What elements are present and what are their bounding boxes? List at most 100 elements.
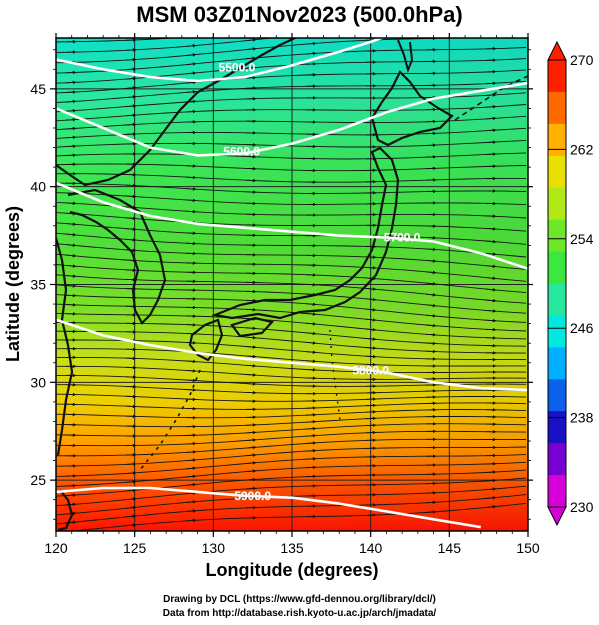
wind-arrow — [125, 514, 137, 519]
wind-arrow — [485, 470, 497, 474]
wind-arrow — [125, 194, 137, 199]
wind-arrow — [245, 75, 257, 80]
wind-arrow — [185, 378, 197, 383]
wind-arrow — [485, 487, 497, 491]
wind-arrow — [185, 175, 197, 180]
wind-arrow — [125, 488, 137, 493]
colorbar-tick-label: 270 — [570, 52, 594, 68]
colorbar-swatch — [548, 347, 566, 380]
wind-arrow — [125, 183, 137, 188]
coastline-shikoku — [230, 316, 275, 338]
wind-arrow — [65, 108, 77, 113]
streamline — [56, 423, 527, 437]
streamline — [56, 384, 527, 395]
coastline-hokkaido — [370, 70, 454, 147]
contour-label-5500: 5500.0 — [219, 60, 256, 74]
wind-arrow — [485, 252, 497, 256]
wind-arrow — [485, 227, 497, 231]
wind-arrow — [185, 187, 197, 191]
streamline — [56, 243, 527, 270]
wind-arrow — [305, 359, 317, 363]
wind-arrow — [306, 34, 316, 35]
wind-arrow — [125, 462, 137, 466]
wind-arrow — [65, 274, 77, 278]
wind-arrow — [185, 388, 197, 392]
wind-arrow — [485, 239, 497, 244]
wind-arrow — [65, 117, 77, 122]
contour-line-5500 — [56, 38, 385, 83]
streamline — [56, 264, 527, 294]
wind-arrow — [185, 482, 197, 487]
wind-arrow — [485, 128, 497, 133]
colorbar-ticks: 270 262 254 246 238 230 — [548, 52, 594, 515]
wind-arrow — [65, 284, 77, 288]
wind-arrow — [245, 335, 257, 340]
wind-arrow — [485, 478, 497, 483]
colorbar-swatch — [548, 91, 566, 125]
y-tick-label: 25 — [30, 472, 46, 488]
wind-arrow — [185, 458, 197, 462]
wind-arrow — [65, 502, 77, 507]
wind-arrow — [185, 359, 197, 364]
y-tick-label: 45 — [30, 81, 46, 97]
wind-arrow — [425, 341, 437, 346]
wind-arrow — [65, 99, 77, 104]
wind-arrow — [365, 337, 377, 341]
wind-arrow — [305, 282, 317, 287]
wind-arrow — [185, 62, 197, 66]
wind-arrow — [485, 287, 497, 292]
wind-arrow — [305, 441, 317, 445]
wind-arrow — [65, 222, 77, 226]
coastline-sakhalin — [397, 39, 414, 74]
contour-line-5600 — [56, 81, 528, 157]
wind-arrow — [305, 426, 317, 431]
streamline — [56, 356, 527, 374]
wind-arrow — [125, 479, 137, 484]
coastline-kyushu — [188, 318, 224, 362]
wind-streamlines — [56, 34, 527, 531]
wind-arrow — [365, 318, 377, 322]
wind-arrow — [425, 270, 437, 275]
wind-arrow — [65, 232, 77, 237]
colorbar-tick-label: 230 — [570, 499, 594, 515]
wind-arrow — [185, 509, 197, 513]
wind-arrow — [485, 309, 497, 313]
wind-arrow — [65, 135, 77, 140]
wind-arrow — [125, 227, 137, 231]
streamline — [56, 409, 527, 419]
wind-arrow — [425, 247, 437, 252]
colorbar-tick-label: 238 — [570, 410, 594, 426]
wind-arrow — [485, 81, 497, 86]
wind-arrow — [125, 76, 137, 81]
wind-arrow — [305, 41, 317, 46]
wind-arrow — [185, 491, 197, 495]
wind-arrow — [485, 140, 497, 144]
wind-arrow — [365, 346, 377, 350]
contour-label-5700: 5700.0 — [384, 231, 421, 245]
colorbar-tick-label: 262 — [570, 141, 594, 157]
wind-arrow — [485, 264, 497, 269]
wind-arrow — [485, 496, 497, 500]
wind-arrow — [305, 419, 317, 424]
x-tick-label: 150 — [516, 540, 540, 556]
colorbar-swatch — [548, 443, 566, 476]
streamline — [56, 454, 527, 477]
wind-arrow — [245, 453, 257, 457]
colorbar-swatch — [548, 219, 566, 253]
wind-arrow — [185, 474, 197, 479]
contour-label-5600: 5600.0 — [223, 144, 260, 158]
streamline — [56, 294, 527, 323]
wind-arrow — [245, 461, 257, 465]
x-tick-label: 130 — [202, 540, 226, 556]
credit-drawing: Drawing by DCL (https://www.gfd-dennou.o… — [163, 594, 436, 605]
colorbar-max-triangle — [547, 40, 567, 61]
colorbar-swatch — [548, 283, 566, 316]
contour-label-5800: 5800.0 — [352, 364, 389, 378]
colorbar-swatch — [548, 155, 566, 189]
colorbar-swatch — [548, 123, 566, 157]
colorbar-min-triangle — [547, 506, 567, 527]
wind-arrow — [245, 38, 257, 42]
wind-arrow — [65, 90, 77, 94]
colorbar-swatch — [548, 251, 566, 284]
